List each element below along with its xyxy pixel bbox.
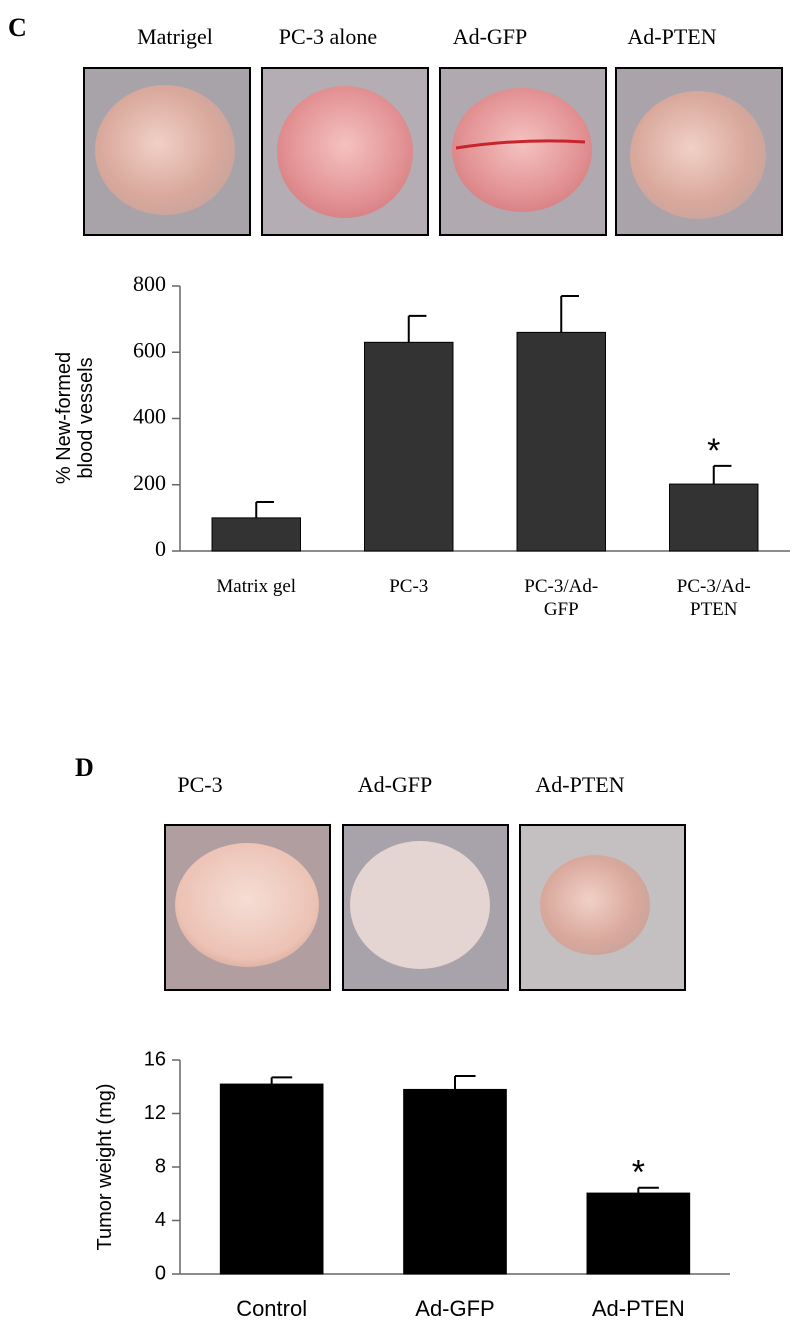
y-tick-label: 0 [155,1262,166,1284]
annotation: * [707,432,720,470]
y-axis-title-line: blood vessels [75,357,97,478]
panel-label: D [75,753,94,782]
y-tick-label: 8 [155,1155,166,1177]
photo-label: Ad-PTEN [627,24,717,49]
y-tick-label: 200 [133,470,166,495]
y-axis-title: Tumor weight (mg) [94,1083,116,1250]
y-axis-title: % New-formedblood vessels [53,352,97,484]
bar [211,517,301,552]
bar [586,1192,691,1275]
bar [669,483,759,552]
y-tick-label: 0 [155,536,166,561]
annotation: * [632,1154,645,1192]
x-tick-label: PC-3 [389,576,429,597]
photo-label: PC-3 [177,772,223,797]
photo-tumor [350,841,490,969]
photos-d [164,824,686,991]
x-tick-label: PC-3/Ad-PTEN [676,576,751,620]
y-axis-title-line: Tumor weight (mg) [94,1083,116,1250]
bar [403,1088,507,1275]
bar [364,341,454,552]
x-tick-label: Control [236,1296,308,1321]
photo-tumor [452,88,592,212]
y-tick-label: 400 [133,404,166,429]
y-tick-label: 800 [133,271,166,296]
y-tick-label: 16 [144,1048,166,1070]
y-axis-title-line: % New-formed [53,352,75,484]
photo-label: PC-3 alone [278,24,378,49]
photo-tumor [630,91,766,219]
panel-label: C [8,13,27,42]
photo-label: Ad-PTEN [535,772,625,797]
x-tick-label: Ad-GFP [415,1296,495,1321]
bar [219,1083,324,1275]
photo-label: Ad-GFP [452,24,528,49]
x-tick-label: Matrix gel [216,576,297,597]
photo-label: Matrigel [137,24,213,49]
photos-c [83,67,783,236]
y-tick-label: 600 [133,337,166,362]
photo-vessel [455,139,586,150]
photo-tumor [175,843,319,967]
photo-tumor [95,85,235,215]
y-tick-label: 12 [144,1102,166,1124]
photo-label: Ad-GFP [357,772,433,797]
y-tick-label: 4 [155,1209,166,1231]
bar [516,331,606,552]
x-tick-label: PC-3/Ad-GFP [524,576,599,620]
photo-tumor [277,86,413,218]
x-tick-label: Ad-PTEN [591,1296,685,1321]
photo-tumor [540,855,650,955]
